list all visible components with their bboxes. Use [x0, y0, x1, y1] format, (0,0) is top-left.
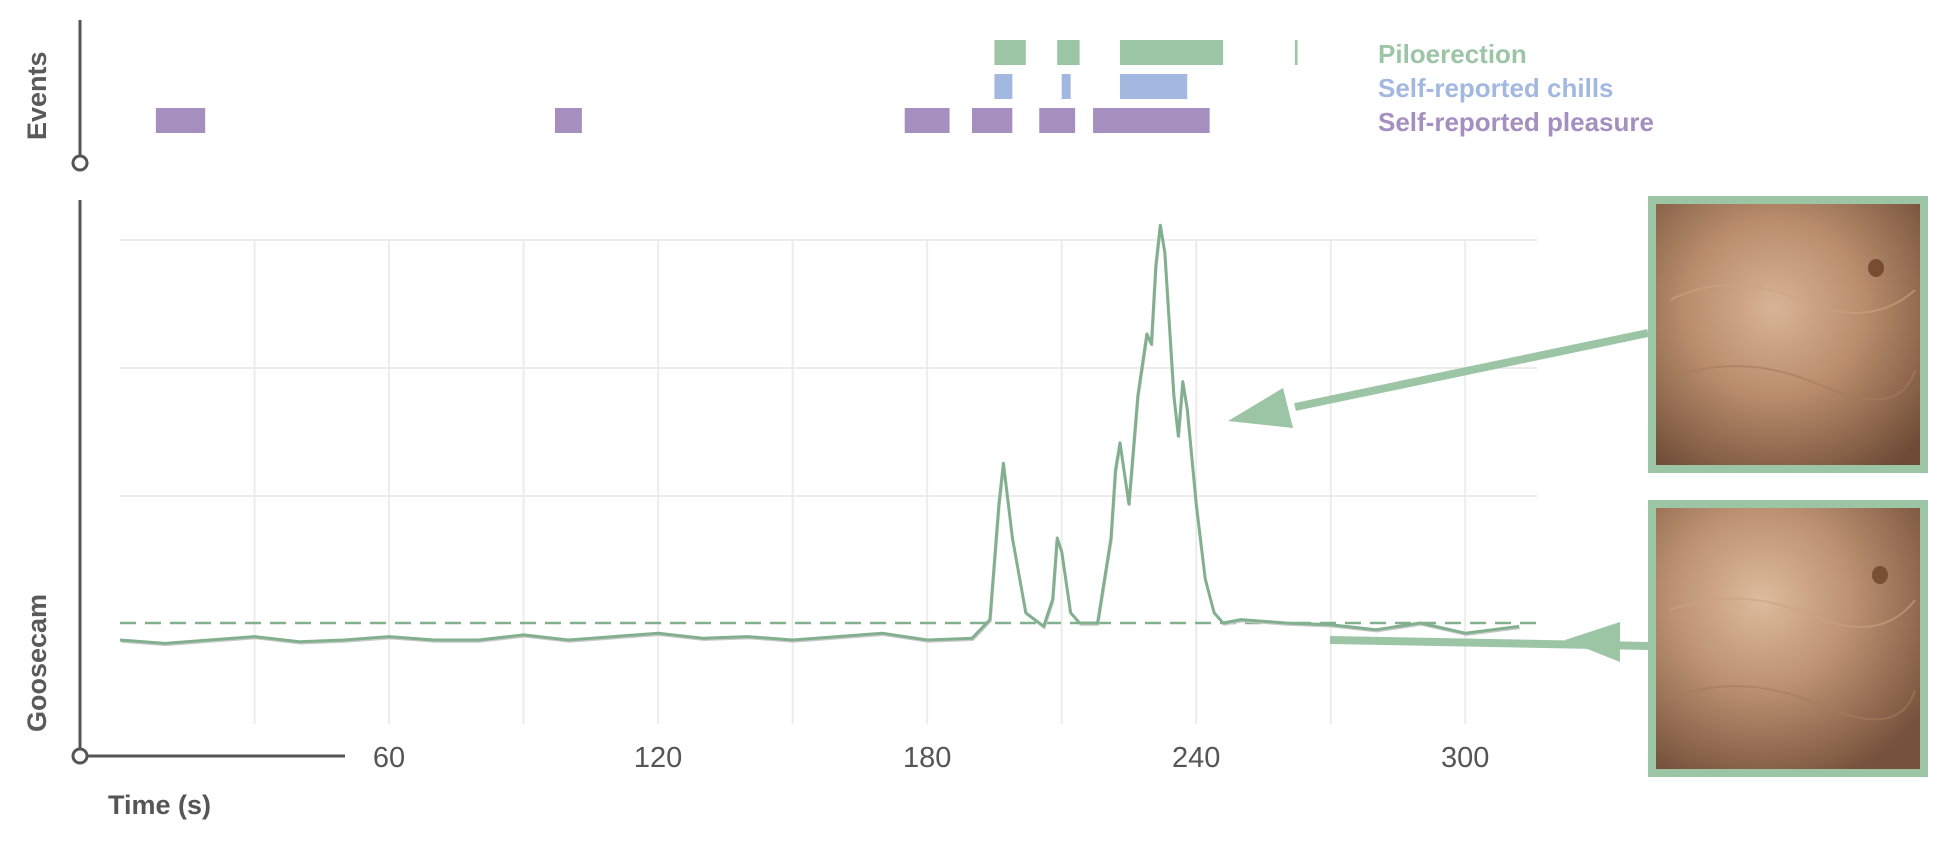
legend-piloerection: Piloerection [1378, 39, 1527, 69]
event-bars [155, 40, 1298, 133]
event-bar [1119, 74, 1188, 99]
event-bar [1057, 40, 1080, 65]
event-bar [971, 108, 1013, 133]
legend-self-reported-pleasure: Self-reported pleasure [1378, 107, 1654, 137]
event-bar [554, 108, 582, 133]
goosecam-axis-label: Goosecam [22, 593, 52, 732]
event-bar [1061, 74, 1071, 99]
x-tick-label: 240 [1172, 742, 1220, 774]
x-tick-label: 60 [373, 742, 405, 774]
x-tick-label: 120 [634, 742, 682, 774]
raw-signal-line [120, 227, 1521, 647]
event-bar [1093, 108, 1210, 133]
events-axis-label: Events [22, 51, 52, 140]
event-bar [155, 108, 206, 133]
series-layer [119, 223, 1537, 647]
skin-photo-peak [1648, 196, 1928, 473]
skin-photo-baseline [1648, 500, 1928, 777]
event-bar [994, 74, 1013, 99]
goosecam-signal-line [119, 223, 1520, 645]
x-tick-label: 300 [1441, 742, 1489, 774]
event-bar [1294, 40, 1298, 65]
x-ticks: 60 120 180 240 300 [373, 742, 1490, 774]
origin-marker [71, 747, 89, 765]
arrow-to-peak [1228, 329, 1649, 428]
grid [120, 239, 1537, 724]
arrow-to-baseline [1329, 622, 1649, 662]
x-tick-label: 180 [903, 742, 951, 774]
event-bar [1039, 108, 1076, 133]
event-bar [1119, 40, 1224, 65]
event-bar [994, 40, 1026, 65]
event-bar [904, 108, 950, 133]
events-axis-end [71, 154, 89, 172]
legend-self-reported-chills: Self-reported chills [1378, 73, 1614, 103]
x-axis-label: Time (s) [108, 790, 212, 820]
